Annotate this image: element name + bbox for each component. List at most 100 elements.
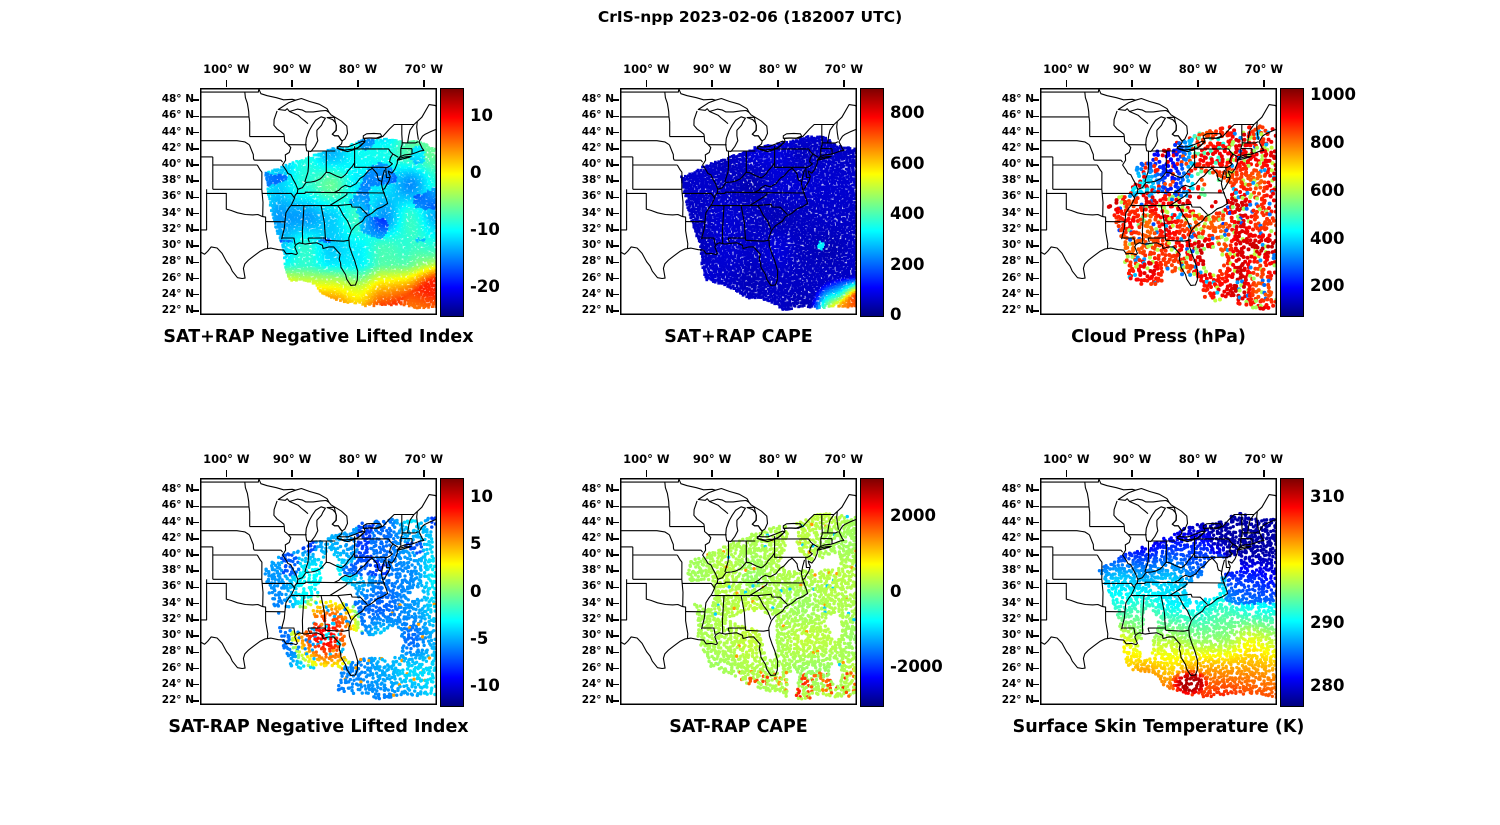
lat-tick-label: 28° N [581, 645, 614, 658]
axis-tick [192, 619, 199, 621]
axis-tick [192, 131, 199, 134]
lon-tick-label: 80° W [338, 62, 378, 76]
colorbar-tick-label: 5 [470, 534, 482, 554]
lon-tick-label: 90° W [692, 452, 732, 466]
lat-tick-label: 30° N [161, 629, 194, 642]
colorbar-tick-label: -10 [470, 676, 500, 696]
axis-tick [1197, 470, 1199, 477]
axis-tick [612, 602, 619, 605]
basemap-svg [1040, 88, 1277, 315]
lon-tick-label: 70° W [1244, 452, 1284, 466]
lat-tick-label: 40° N [161, 158, 194, 171]
lat-tick-label: 26° N [1001, 271, 1034, 284]
axis-tick [192, 554, 199, 556]
axis-tick [612, 570, 619, 572]
axis-tick [192, 489, 199, 491]
lat-tick-label: 46° N [1001, 499, 1034, 512]
lat-tick-label: 22° N [581, 693, 614, 706]
lat-tick-label: 24° N [581, 287, 614, 300]
lat-tick-label: 22° N [581, 303, 614, 316]
lat-tick-label: 32° N [581, 612, 614, 625]
basemap-svg [1040, 478, 1277, 705]
lon-tick-label: 70° W [404, 62, 444, 76]
lat-tick-label: 32° N [1001, 222, 1034, 235]
axis-tick [645, 470, 648, 477]
colorbar-tick-label: -20 [470, 276, 500, 296]
lat-tick-label: 26° N [161, 661, 194, 674]
colorbar-tick-label: 280 [1310, 676, 1345, 696]
axis-tick [612, 651, 619, 654]
axis-tick [192, 277, 199, 280]
panel-title: SAT+RAP Negative Lifted Index [163, 327, 474, 347]
colorbar-tick-label: -5 [470, 628, 489, 648]
axis-tick [612, 212, 619, 215]
colorbar-tick-label: 400 [1310, 228, 1345, 248]
lat-tick-label: 38° N [581, 564, 614, 577]
lon-tick-label: 90° W [692, 62, 732, 76]
axis-tick [192, 310, 199, 312]
lat-tick-label: 28° N [161, 255, 194, 268]
lat-tick-label: 36° N [161, 580, 194, 593]
colorbar [440, 478, 464, 707]
lat-tick-label: 38° N [1001, 564, 1034, 577]
lat-tick-label: 40° N [1001, 158, 1034, 171]
axis-tick [225, 470, 228, 477]
axis-tick [1032, 505, 1039, 508]
axis-tick [192, 293, 199, 296]
axis-tick [192, 683, 199, 686]
axis-tick [777, 470, 779, 477]
axis-tick [711, 80, 713, 87]
panel-title: Surface Skin Temperature (K) [1012, 717, 1305, 737]
axis-tick [1032, 196, 1039, 199]
axis-tick [192, 99, 199, 101]
lon-tick-label: 100° W [203, 62, 250, 76]
axis-tick [612, 196, 619, 199]
axis-tick [192, 700, 199, 702]
data-overlay-canvas [620, 88, 857, 315]
axis-tick [612, 99, 619, 101]
colorbar [860, 88, 884, 317]
axis-tick [1032, 570, 1039, 572]
colorbar-tick-label: 300 [1310, 549, 1345, 569]
colorbar-tick-label: 0 [470, 163, 482, 183]
lat-tick-label: 48° N [1001, 93, 1034, 106]
lat-tick-label: 44° N [581, 515, 614, 528]
axis-tick [1263, 80, 1265, 87]
lon-tick-label: 90° W [272, 452, 312, 466]
lon-tick-label: 100° W [203, 452, 250, 466]
basemap-svg [620, 478, 857, 705]
lat-tick-label: 42° N [581, 141, 614, 154]
axis-tick [612, 148, 619, 150]
axis-tick [1032, 538, 1039, 540]
axis-tick [612, 489, 619, 491]
axis-tick [612, 635, 619, 637]
axis-tick [612, 277, 619, 280]
lat-tick-label: 40° N [581, 548, 614, 561]
axis-tick [1032, 489, 1039, 491]
figure-title: CrIS-npp 2023-02-06 (182007 UTC) [597, 8, 903, 26]
lat-tick-label: 32° N [161, 222, 194, 235]
colorbar-tick-label: 400 [890, 204, 925, 224]
lat-tick-label: 46° N [581, 499, 614, 512]
lat-tick-label: 42° N [161, 531, 194, 544]
panel-title: Cloud Press (hPa) [1071, 327, 1246, 347]
colorbar-tick-label: 0 [890, 305, 902, 324]
axis-tick [1197, 80, 1199, 87]
axis-tick [1032, 521, 1039, 524]
axis-tick [1032, 261, 1039, 264]
colorbar-tick-label: 200 [890, 254, 925, 274]
map-plot [1040, 88, 1277, 315]
lat-tick-label: 36° N [581, 190, 614, 203]
lat-tick-label: 42° N [1001, 531, 1034, 544]
lat-tick-label: 42° N [581, 531, 614, 544]
lat-tick-label: 28° N [161, 645, 194, 658]
panel-title: SAT+RAP CAPE [664, 327, 813, 347]
lat-tick-label: 30° N [581, 239, 614, 252]
panel-title: SAT-RAP Negative Lifted Index [168, 717, 469, 737]
lon-tick-label: 70° W [824, 62, 864, 76]
axis-tick [777, 80, 779, 87]
data-overlay-canvas [200, 88, 437, 315]
map-plot [200, 478, 437, 705]
colorbar [860, 478, 884, 707]
